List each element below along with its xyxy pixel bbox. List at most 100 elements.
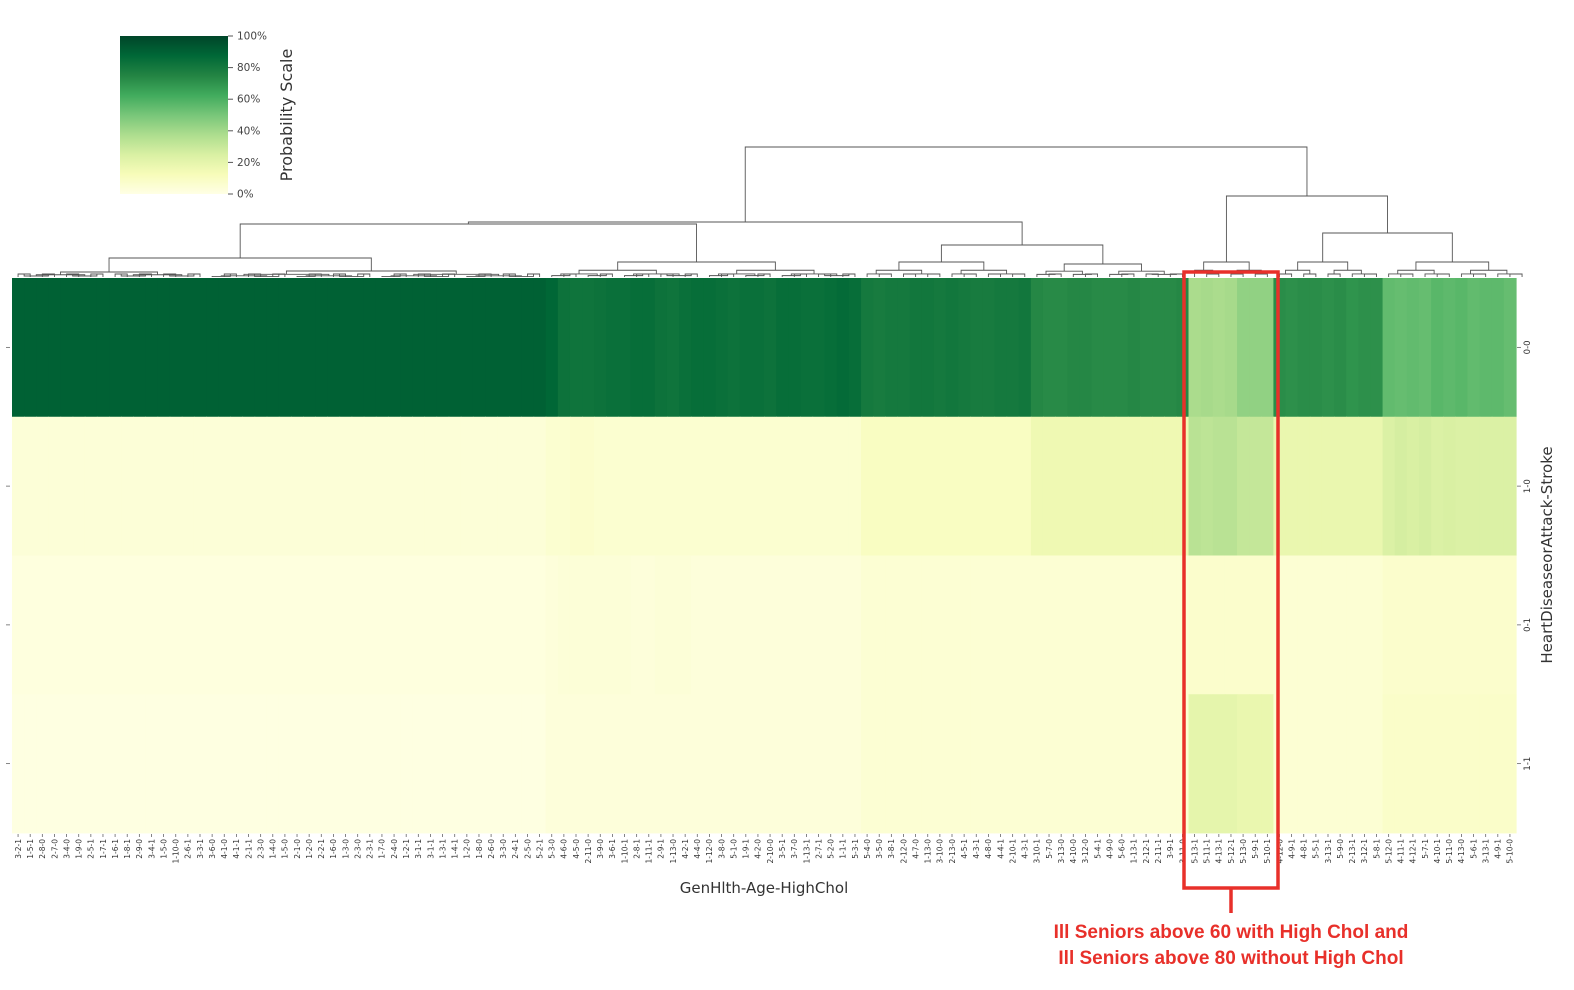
heatmap-cell bbox=[1370, 555, 1384, 695]
heatmap-cell bbox=[1055, 278, 1068, 418]
x-tick-label: 1-2-1 bbox=[402, 839, 411, 859]
x-tick-label: 1-13-1 bbox=[1130, 839, 1139, 864]
heatmap-cell bbox=[1030, 694, 1044, 834]
heatmap-cell bbox=[630, 416, 644, 556]
heatmap-cell bbox=[181, 278, 195, 418]
heatmap-cell bbox=[703, 278, 717, 418]
heatmap-cell bbox=[970, 416, 983, 556]
x-tick-label: 2-8-1 bbox=[632, 839, 641, 859]
heatmap-cell bbox=[12, 278, 25, 418]
heatmap-cell bbox=[1334, 416, 1347, 556]
heatmap-cell bbox=[109, 278, 122, 418]
heatmap-cell bbox=[1188, 278, 1202, 418]
heatmap-cell bbox=[169, 694, 183, 834]
heatmap-cell bbox=[642, 278, 656, 418]
heatmap-cell bbox=[206, 416, 219, 556]
heatmap-cell bbox=[1152, 694, 1165, 834]
heatmap-cell bbox=[121, 278, 134, 418]
x-tick-label: 1-5-1 bbox=[26, 839, 35, 859]
heatmap-cell bbox=[1018, 416, 1032, 556]
heatmap-cell bbox=[1418, 555, 1432, 695]
heatmap-cell bbox=[1455, 694, 1469, 834]
colorbar-tick-label: 0% bbox=[237, 189, 254, 201]
heatmap-cell bbox=[1164, 278, 1177, 418]
heatmap-cell bbox=[812, 555, 826, 695]
x-tick-label: 4-4-0 bbox=[693, 839, 702, 859]
heatmap-cell bbox=[1055, 416, 1068, 556]
heatmap-cell bbox=[1346, 555, 1359, 695]
heatmap-cell bbox=[1018, 694, 1032, 834]
dendrogram-link bbox=[1036, 273, 1056, 277]
x-tick-label: 5-13-0 bbox=[1239, 839, 1248, 864]
heatmap-cell bbox=[497, 416, 510, 556]
heatmap-cell bbox=[1103, 416, 1117, 556]
heatmap-cell bbox=[84, 278, 98, 418]
y-axis-ticks: 0-0 1-0 0-1 1-1 bbox=[6, 340, 1533, 771]
heatmap-cell bbox=[921, 416, 935, 556]
x-tick-label: 4-1-0 bbox=[220, 839, 229, 859]
dendrogram-link bbox=[898, 261, 985, 271]
x-tick-label: 2-3-0 bbox=[353, 839, 362, 859]
heatmap-cell bbox=[594, 555, 607, 695]
x-tick-label: 5-7-1 bbox=[1421, 839, 1430, 859]
x-tick-label: 3-9-0 bbox=[596, 839, 605, 859]
heatmap-cell bbox=[1406, 278, 1420, 418]
x-tick-label: 4-9-0 bbox=[1105, 839, 1114, 859]
heatmap-cell bbox=[982, 278, 996, 418]
x-tick-label: 1-5-0 bbox=[281, 839, 290, 859]
heatmap-cell bbox=[873, 416, 886, 556]
heatmap-cell bbox=[1212, 278, 1226, 418]
heatmap-cell bbox=[485, 555, 498, 695]
heatmap-cell bbox=[958, 555, 971, 695]
dendrogram-link bbox=[1333, 269, 1362, 274]
heatmap-cell bbox=[679, 694, 692, 834]
column-dendrogram bbox=[17, 146, 1523, 277]
heatmap-cell bbox=[1164, 416, 1177, 556]
heatmap-cell bbox=[60, 555, 74, 695]
heatmap-cell bbox=[303, 555, 316, 695]
heatmap-cell bbox=[958, 278, 971, 418]
x-tick-label: 2-9-1 bbox=[657, 839, 666, 859]
dendrogram-link bbox=[875, 269, 923, 274]
heatmap-cell bbox=[885, 416, 899, 556]
x-tick-label: 5-10-0 bbox=[1506, 839, 1515, 864]
heatmap-cell bbox=[436, 555, 450, 695]
x-tick-label: 5-2-1 bbox=[535, 839, 544, 859]
heatmap-cell bbox=[133, 694, 147, 834]
heatmap-cell bbox=[897, 694, 911, 834]
heatmap-cell bbox=[1249, 416, 1262, 556]
heatmap-cell bbox=[945, 694, 959, 834]
heatmap-cell bbox=[84, 416, 98, 556]
x-tick-label: 1-9-0 bbox=[75, 839, 84, 859]
heatmap-cell bbox=[1503, 416, 1517, 556]
heatmap-cell bbox=[460, 555, 474, 695]
heatmap-cell bbox=[1127, 416, 1141, 556]
heatmap-cell bbox=[921, 694, 935, 834]
x-tick-label: 3-3-1 bbox=[196, 839, 205, 859]
heatmap-cell bbox=[218, 278, 231, 418]
heatmap-cell bbox=[800, 694, 814, 834]
dendrogram-link bbox=[1415, 261, 1490, 271]
dendrogram-link bbox=[1254, 273, 1268, 277]
heatmap-cell bbox=[1491, 694, 1505, 834]
x-tick-label: 3-9-1 bbox=[1166, 839, 1175, 859]
x-tick-label: 2-1-1 bbox=[244, 839, 253, 859]
heatmap-cell bbox=[1382, 416, 1396, 556]
x-tick-label: 3-5-1 bbox=[778, 839, 787, 859]
heatmap-cell bbox=[1406, 694, 1420, 834]
x-tick-label: 4-7-0 bbox=[911, 839, 920, 859]
x-tick-label: 1-7-0 bbox=[378, 839, 387, 859]
heatmap-cell bbox=[521, 555, 535, 695]
x-tick-label: 5-5-1 bbox=[1312, 839, 1321, 859]
colorbar-tick-label: 40% bbox=[237, 125, 260, 137]
heatmap-cell bbox=[1285, 416, 1299, 556]
heatmap-cell bbox=[776, 555, 789, 695]
y-axis-label: HeartDiseaseorAttack-Stroke bbox=[1538, 446, 1556, 663]
heatmap-cell bbox=[1431, 278, 1444, 418]
heatmap-cell bbox=[48, 555, 62, 695]
heatmap-cell bbox=[521, 278, 535, 418]
heatmap-cell bbox=[897, 555, 911, 695]
heatmap-cell bbox=[363, 555, 377, 695]
heatmap-cell bbox=[679, 555, 692, 695]
heatmap-cell bbox=[569, 416, 583, 556]
